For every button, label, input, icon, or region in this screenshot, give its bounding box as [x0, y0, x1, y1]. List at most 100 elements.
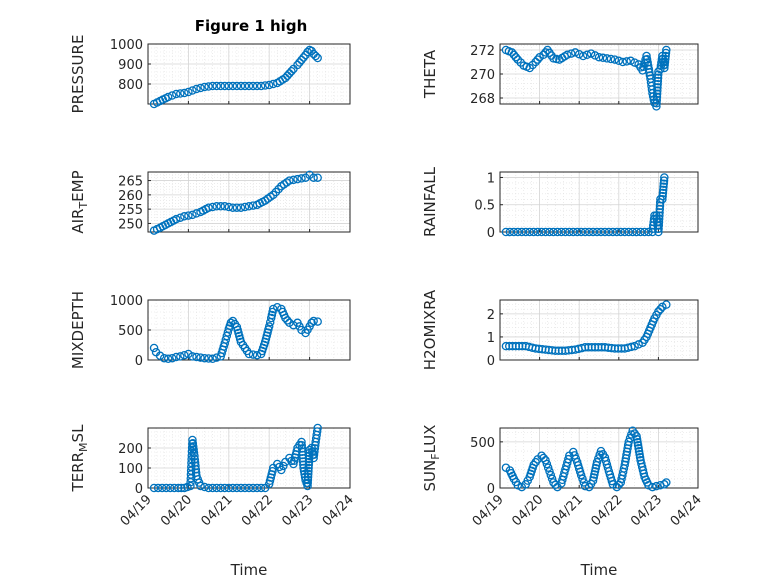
data-point-interp — [303, 478, 312, 488]
data-point-interp — [274, 184, 283, 194]
data-point — [660, 480, 669, 489]
data-point — [624, 437, 633, 447]
series-markers-pressure — [149, 45, 322, 109]
data-point-interp — [590, 51, 600, 60]
data-point-interp — [295, 58, 304, 67]
data-point — [557, 227, 566, 237]
data-point-interp — [177, 483, 186, 493]
data-point-interp — [582, 50, 592, 60]
subplot-theta: 268 270 272 THETA — [421, 43, 699, 111]
data-point-interp — [653, 83, 662, 92]
data-point-interp — [216, 483, 225, 493]
data-point-interp — [653, 73, 663, 83]
data-point-interp — [200, 482, 209, 492]
data-point-interp — [606, 54, 616, 64]
data-point — [285, 176, 294, 185]
data-point — [252, 350, 262, 360]
subplot-h2omixra: 0 1 2 H2OMIXRA — [421, 289, 699, 370]
data-point — [513, 480, 523, 490]
data-point-interp — [640, 227, 649, 237]
x-tick-label: 04/22 — [239, 492, 276, 529]
data-point — [541, 227, 550, 237]
x-tick-label: 04/19 — [470, 492, 507, 529]
data-point-interp — [304, 466, 313, 476]
data-point — [662, 478, 671, 487]
data-point — [620, 227, 629, 237]
data-point — [572, 227, 582, 237]
data-point — [180, 350, 189, 360]
data-point-interp — [204, 82, 213, 91]
data-point-interp — [240, 202, 250, 212]
axes-box-rainfall — [499, 171, 699, 233]
data-point-interp — [303, 472, 313, 482]
data-point-interp — [652, 89, 662, 98]
data-point — [628, 227, 637, 237]
data-point-interp — [578, 474, 587, 484]
data-point — [172, 214, 181, 224]
data-point-interp — [627, 342, 636, 352]
subplot-terr_msl: 0 100 200 04/19 04/20 04/21 04/22 04/23 04/24 TER… — [69, 423, 357, 579]
y-tick-label: 0 — [487, 226, 495, 241]
y-tick-label: 800 — [118, 78, 143, 93]
data-point-interp — [553, 227, 562, 237]
y-axis-label-terr_msl: TERRMSL — [69, 424, 90, 493]
data-point-interp — [634, 447, 644, 456]
series-markers-terr_msl — [149, 423, 322, 493]
data-point — [252, 483, 262, 493]
data-point-interp — [576, 227, 586, 237]
data-point — [192, 84, 201, 94]
data-point — [602, 54, 612, 63]
data-point — [313, 423, 322, 433]
data-point — [149, 343, 159, 353]
data-point — [157, 483, 167, 493]
data-point-interp — [614, 56, 624, 66]
data-point-interp — [653, 80, 662, 89]
data-point-interp — [304, 463, 313, 473]
data-point — [525, 227, 534, 237]
data-point — [159, 353, 169, 363]
data-point-interp — [634, 444, 643, 453]
data-point-interp — [653, 86, 662, 95]
data-point — [586, 49, 596, 58]
data-point-interp — [232, 203, 242, 212]
data-point-interp — [542, 459, 552, 469]
subplot-sun_flux: 0 500 04/19 04/20 04/21 04/22 04/23 04/24 SUNFLU… — [421, 425, 705, 579]
data-point-interp — [505, 227, 515, 237]
x-tick-label: 04/23 — [279, 492, 316, 529]
data-point-interp — [289, 175, 298, 185]
data-point — [226, 318, 236, 328]
data-point — [256, 81, 266, 91]
data-point — [216, 81, 225, 91]
subplot-pressure: 800 900 1000 PRESSURE — [69, 35, 351, 113]
data-point — [297, 437, 306, 447]
data-point — [172, 89, 181, 99]
data-point-interp — [208, 483, 217, 493]
data-point — [163, 92, 173, 102]
data-point — [176, 352, 185, 361]
data-point — [212, 483, 221, 493]
data-point — [188, 352, 197, 361]
data-point — [309, 173, 318, 182]
data-point-interp — [661, 54, 670, 64]
data-point-interp — [304, 460, 314, 470]
data-point — [309, 453, 318, 463]
data-point-interp — [256, 483, 266, 493]
data-point — [220, 483, 230, 493]
data-point — [220, 202, 230, 211]
data-point — [244, 349, 254, 359]
data-point — [662, 300, 671, 309]
data-point — [172, 352, 181, 362]
data-point — [163, 354, 173, 364]
series-markers-theta — [501, 45, 671, 111]
data-point — [311, 51, 320, 61]
x-axis-label-sun_flux: Time — [580, 561, 618, 579]
series-markers-air_temp — [149, 170, 322, 235]
data-point-interp — [533, 55, 542, 64]
data-point-interp — [312, 427, 322, 436]
data-point — [313, 53, 322, 63]
data-point-interp — [658, 185, 668, 195]
data-point-interp — [632, 227, 641, 237]
data-point-interp — [224, 202, 234, 212]
data-point-interp — [252, 81, 262, 91]
